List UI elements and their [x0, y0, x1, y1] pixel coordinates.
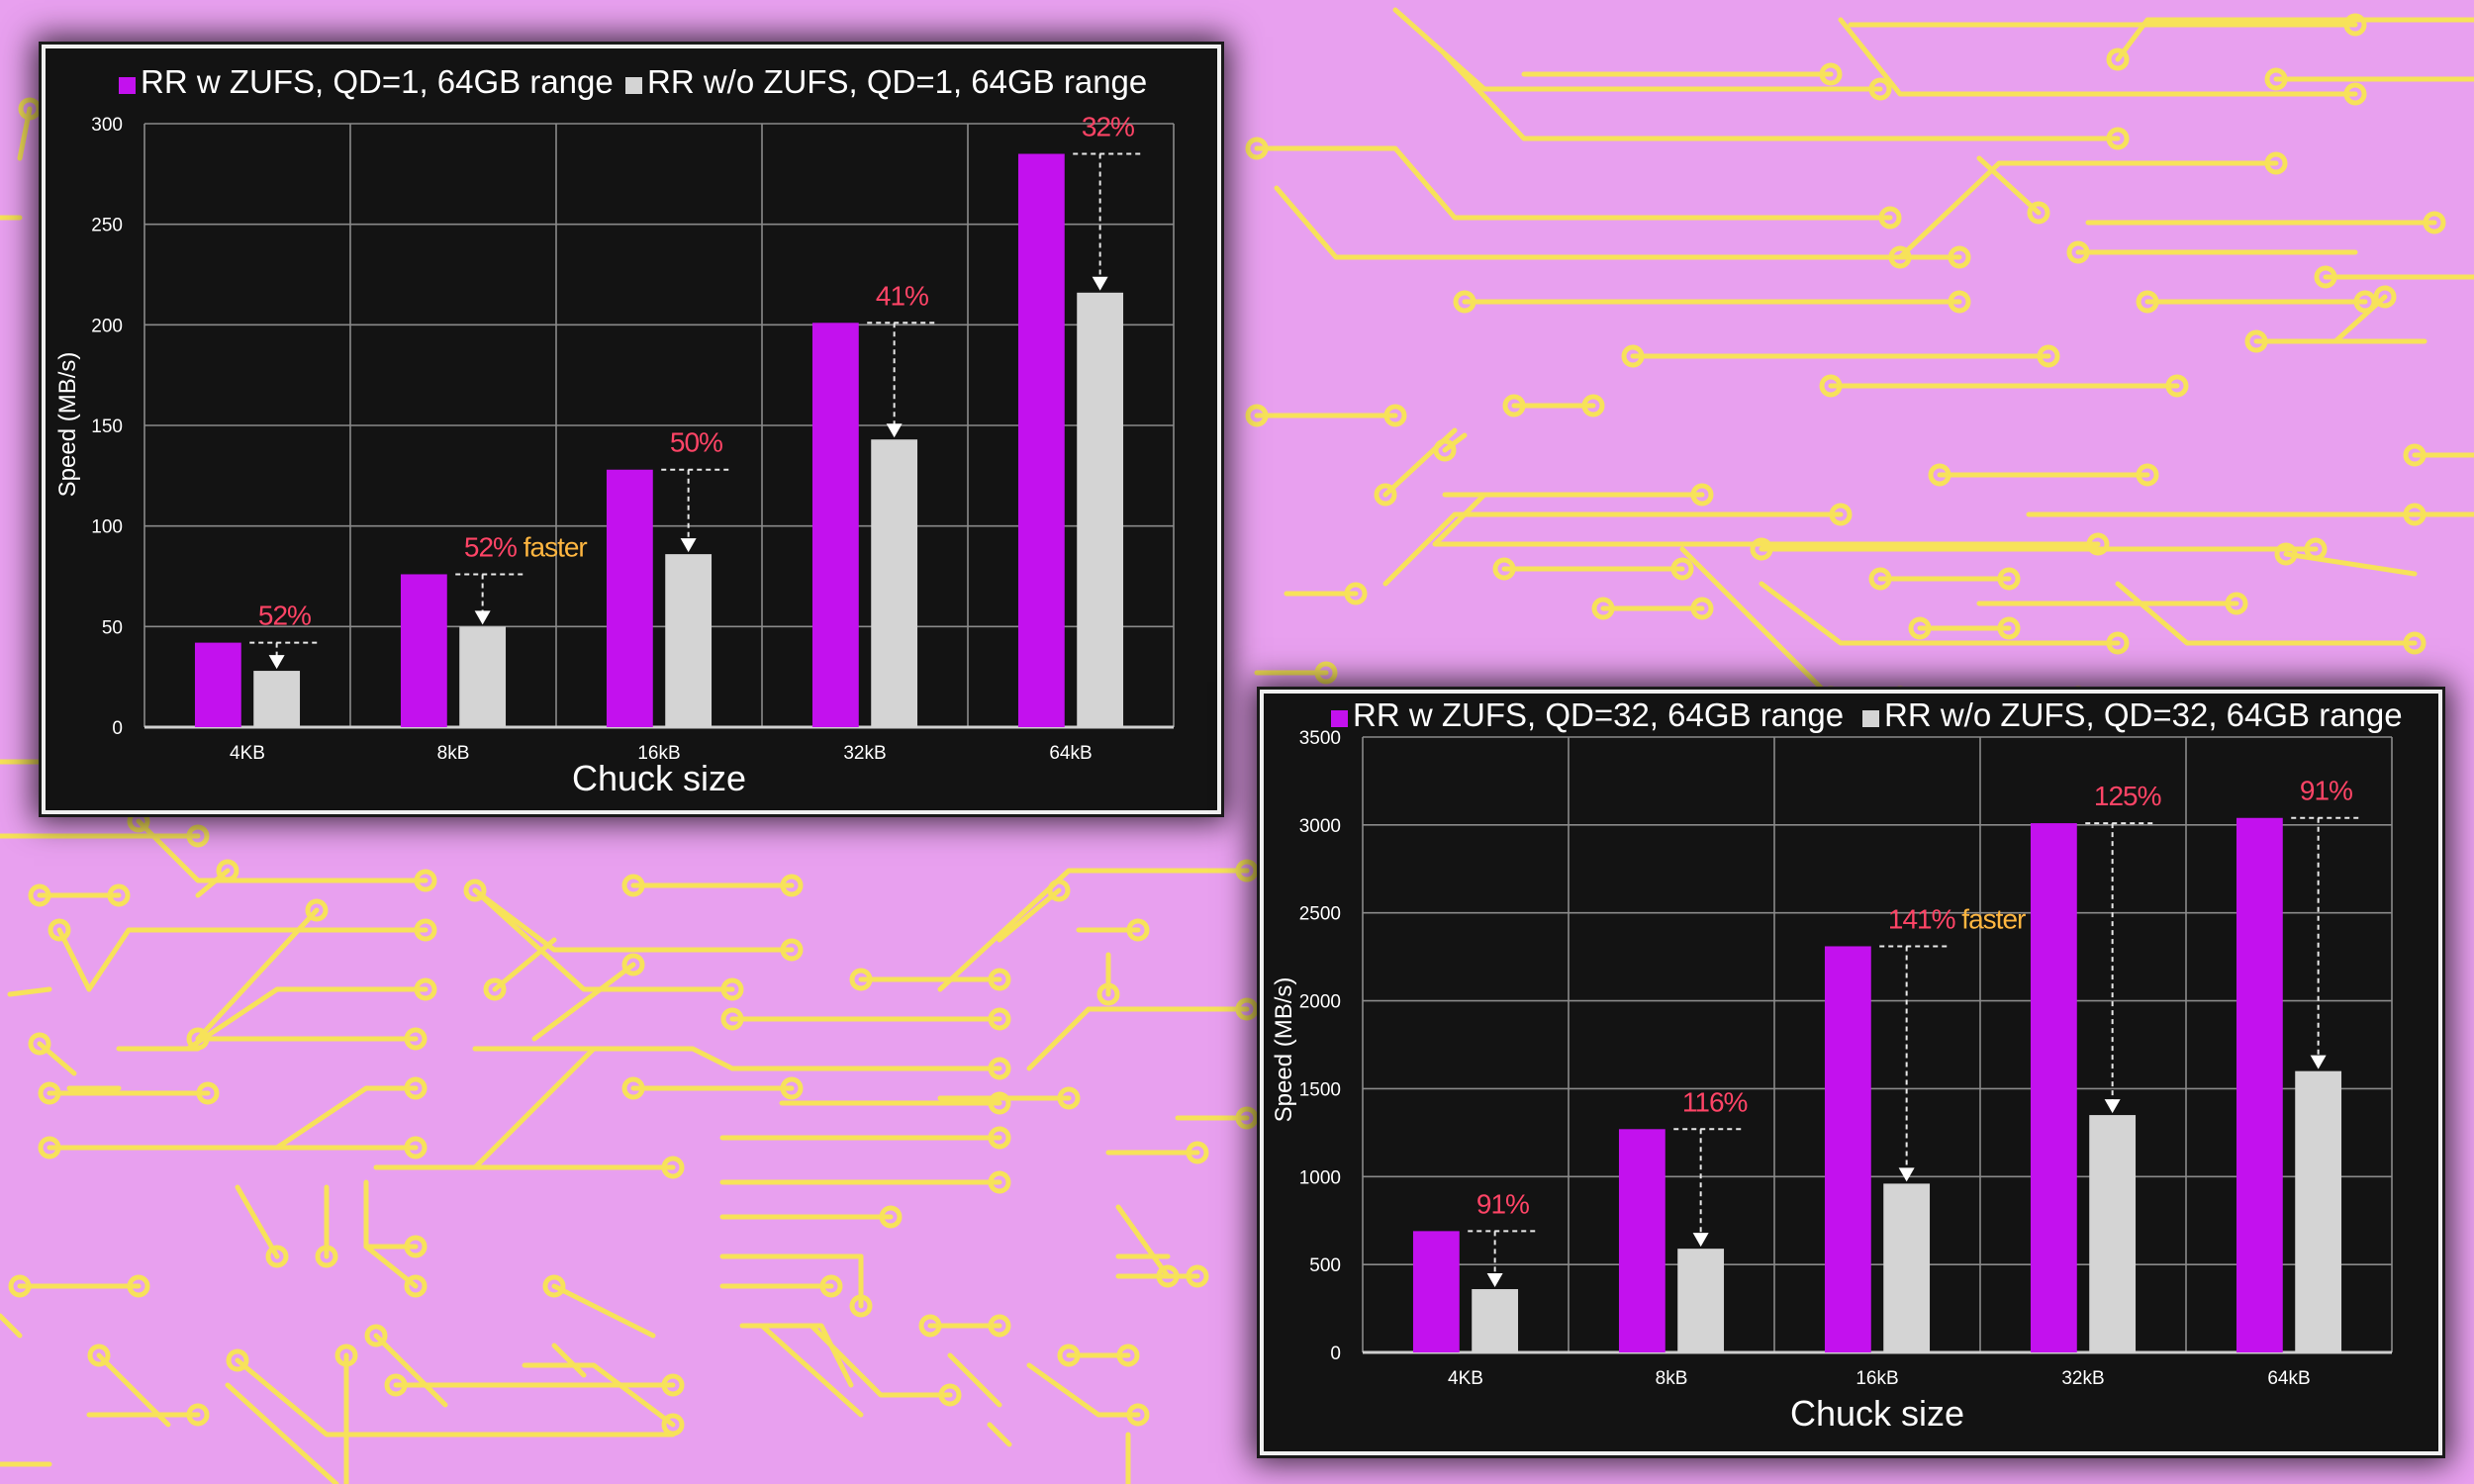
arrow-head: [1486, 1273, 1503, 1288]
y-tick-label: 100: [91, 517, 123, 538]
percent-label: 52% faster: [464, 531, 588, 562]
bar-without-zufs: [1472, 1289, 1519, 1352]
x-axis-title: Chuck size: [1790, 1393, 1964, 1434]
x-tick-label: 4KB: [1448, 1368, 1483, 1389]
faster-label: faster: [517, 531, 587, 562]
x-tick-label: 4KB: [230, 743, 265, 764]
bar-with-zufs: [606, 469, 653, 727]
bar-with-zufs: [2030, 823, 2077, 1352]
percent-label: 52%: [258, 601, 311, 631]
x-tick-label: 64kB: [1049, 743, 1092, 764]
bars: [194, 153, 1124, 727]
x-tick-label: 16kB: [1856, 1368, 1898, 1389]
arrow-head: [268, 655, 285, 670]
legend-entry: RR w ZUFS, QD=1, 64GB range: [141, 63, 614, 100]
bar-without-zufs: [665, 554, 713, 727]
annotations: 52% 52% faster 50% 41% 32%: [249, 112, 1142, 670]
arrow-head: [886, 423, 903, 438]
bar-without-zufs: [871, 439, 918, 727]
bar-with-zufs: [1618, 1129, 1665, 1352]
y-tick-label: 3000: [1299, 816, 1341, 837]
bar-with-zufs: [1412, 1231, 1460, 1352]
chart-qd32-svg: 0 500 1000 1500 2000 2500 3000 3500 RR w ZUFS, Q…: [1271, 696, 2403, 1434]
legend-swatch: [625, 77, 642, 94]
y-tick-label: 50: [102, 617, 123, 638]
bar-with-zufs: [400, 574, 447, 727]
legend-entry: RR w/o ZUFS, QD=32, 64GB range: [1884, 696, 2403, 733]
arrow-head: [2310, 1055, 2327, 1069]
bar-with-zufs: [2236, 817, 2283, 1352]
y-tick-label: 1500: [1299, 1079, 1341, 1100]
bar-without-zufs: [1077, 292, 1124, 727]
x-tick-label: 8kB: [437, 743, 470, 764]
legend-swatch: [119, 77, 136, 94]
x-tick-label: 16kB: [637, 743, 680, 764]
legend-entry: RR w/o ZUFS, QD=1, 64GB range: [647, 63, 1147, 100]
faster-label: faster: [1955, 903, 2026, 934]
chart-panel-qd32: 0 500 1000 1500 2000 2500 3000 3500 RR w ZUFS, Q…: [1257, 687, 2445, 1458]
y-tick-label: 2500: [1299, 904, 1341, 925]
y-tick-label: 0: [112, 718, 123, 739]
percent-label: 91%: [1476, 1188, 1529, 1219]
arrow-head: [1692, 1233, 1709, 1248]
bar-with-zufs: [1017, 153, 1065, 727]
arrow-head: [2104, 1099, 2121, 1114]
percent-label: 50%: [670, 427, 722, 458]
arrow-head: [680, 538, 697, 553]
percent-label: 91%: [2300, 776, 2352, 806]
arrow-head: [474, 610, 491, 625]
x-tick-label: 64kB: [2267, 1368, 2310, 1389]
circuit-pads: [8, 13, 2446, 1437]
y-tick-label: 1000: [1299, 1167, 1341, 1188]
percent-label: 141% faster: [1888, 903, 2026, 934]
y-tick-label: 250: [91, 216, 123, 236]
bar-with-zufs: [1824, 946, 1871, 1352]
legend-entry: RR w ZUFS, QD=32, 64GB range: [1353, 696, 1844, 733]
chart-qd1-svg: 0 50 100 150 200 250 300 RR w ZUFS, QD=1, 64GB …: [54, 63, 1175, 798]
bar-without-zufs: [2295, 1070, 2342, 1352]
legend-swatch: [1862, 710, 1879, 727]
bar-without-zufs: [253, 671, 301, 727]
x-axis-title: Chuck size: [572, 758, 746, 798]
y-tick-label: 0: [1330, 1344, 1341, 1364]
percent-label: 116%: [1682, 1086, 1748, 1117]
bars: [1412, 817, 2342, 1352]
percent-label: 41%: [876, 280, 928, 311]
y-axis-title: Speed (MB/s): [1271, 977, 1297, 1123]
percent-label: 32%: [1082, 112, 1134, 142]
y-tick-label: 2000: [1299, 992, 1341, 1013]
y-tick-label: 200: [91, 316, 123, 336]
legend-swatch: [1331, 710, 1348, 727]
bar-with-zufs: [811, 323, 859, 727]
bar-with-zufs: [194, 642, 241, 727]
y-tick-label: 150: [91, 417, 123, 437]
y-axis-title: Speed (MB/s): [54, 352, 81, 498]
y-tick-label: 500: [1309, 1255, 1341, 1276]
x-tick-label: 32kB: [843, 743, 886, 764]
percent-label: 125%: [2094, 781, 2161, 811]
bar-without-zufs: [459, 626, 507, 727]
arrow-head: [1898, 1167, 1915, 1182]
annotations: 91% 116% 141% faster 125% 91%: [1468, 776, 2360, 1288]
chart-panel-qd1: 0 50 100 150 200 250 300 RR w ZUFS, QD=1, 64GB …: [39, 42, 1224, 817]
x-tick-label: 8kB: [1656, 1368, 1688, 1389]
bar-without-zufs: [1677, 1249, 1725, 1352]
arrow-head: [1092, 276, 1108, 291]
y-tick-label: 3500: [1299, 728, 1341, 749]
bar-without-zufs: [1883, 1183, 1931, 1352]
y-tick-label: 300: [91, 115, 123, 136]
bar-without-zufs: [2089, 1115, 2137, 1352]
x-tick-label: 32kB: [2061, 1368, 2104, 1389]
